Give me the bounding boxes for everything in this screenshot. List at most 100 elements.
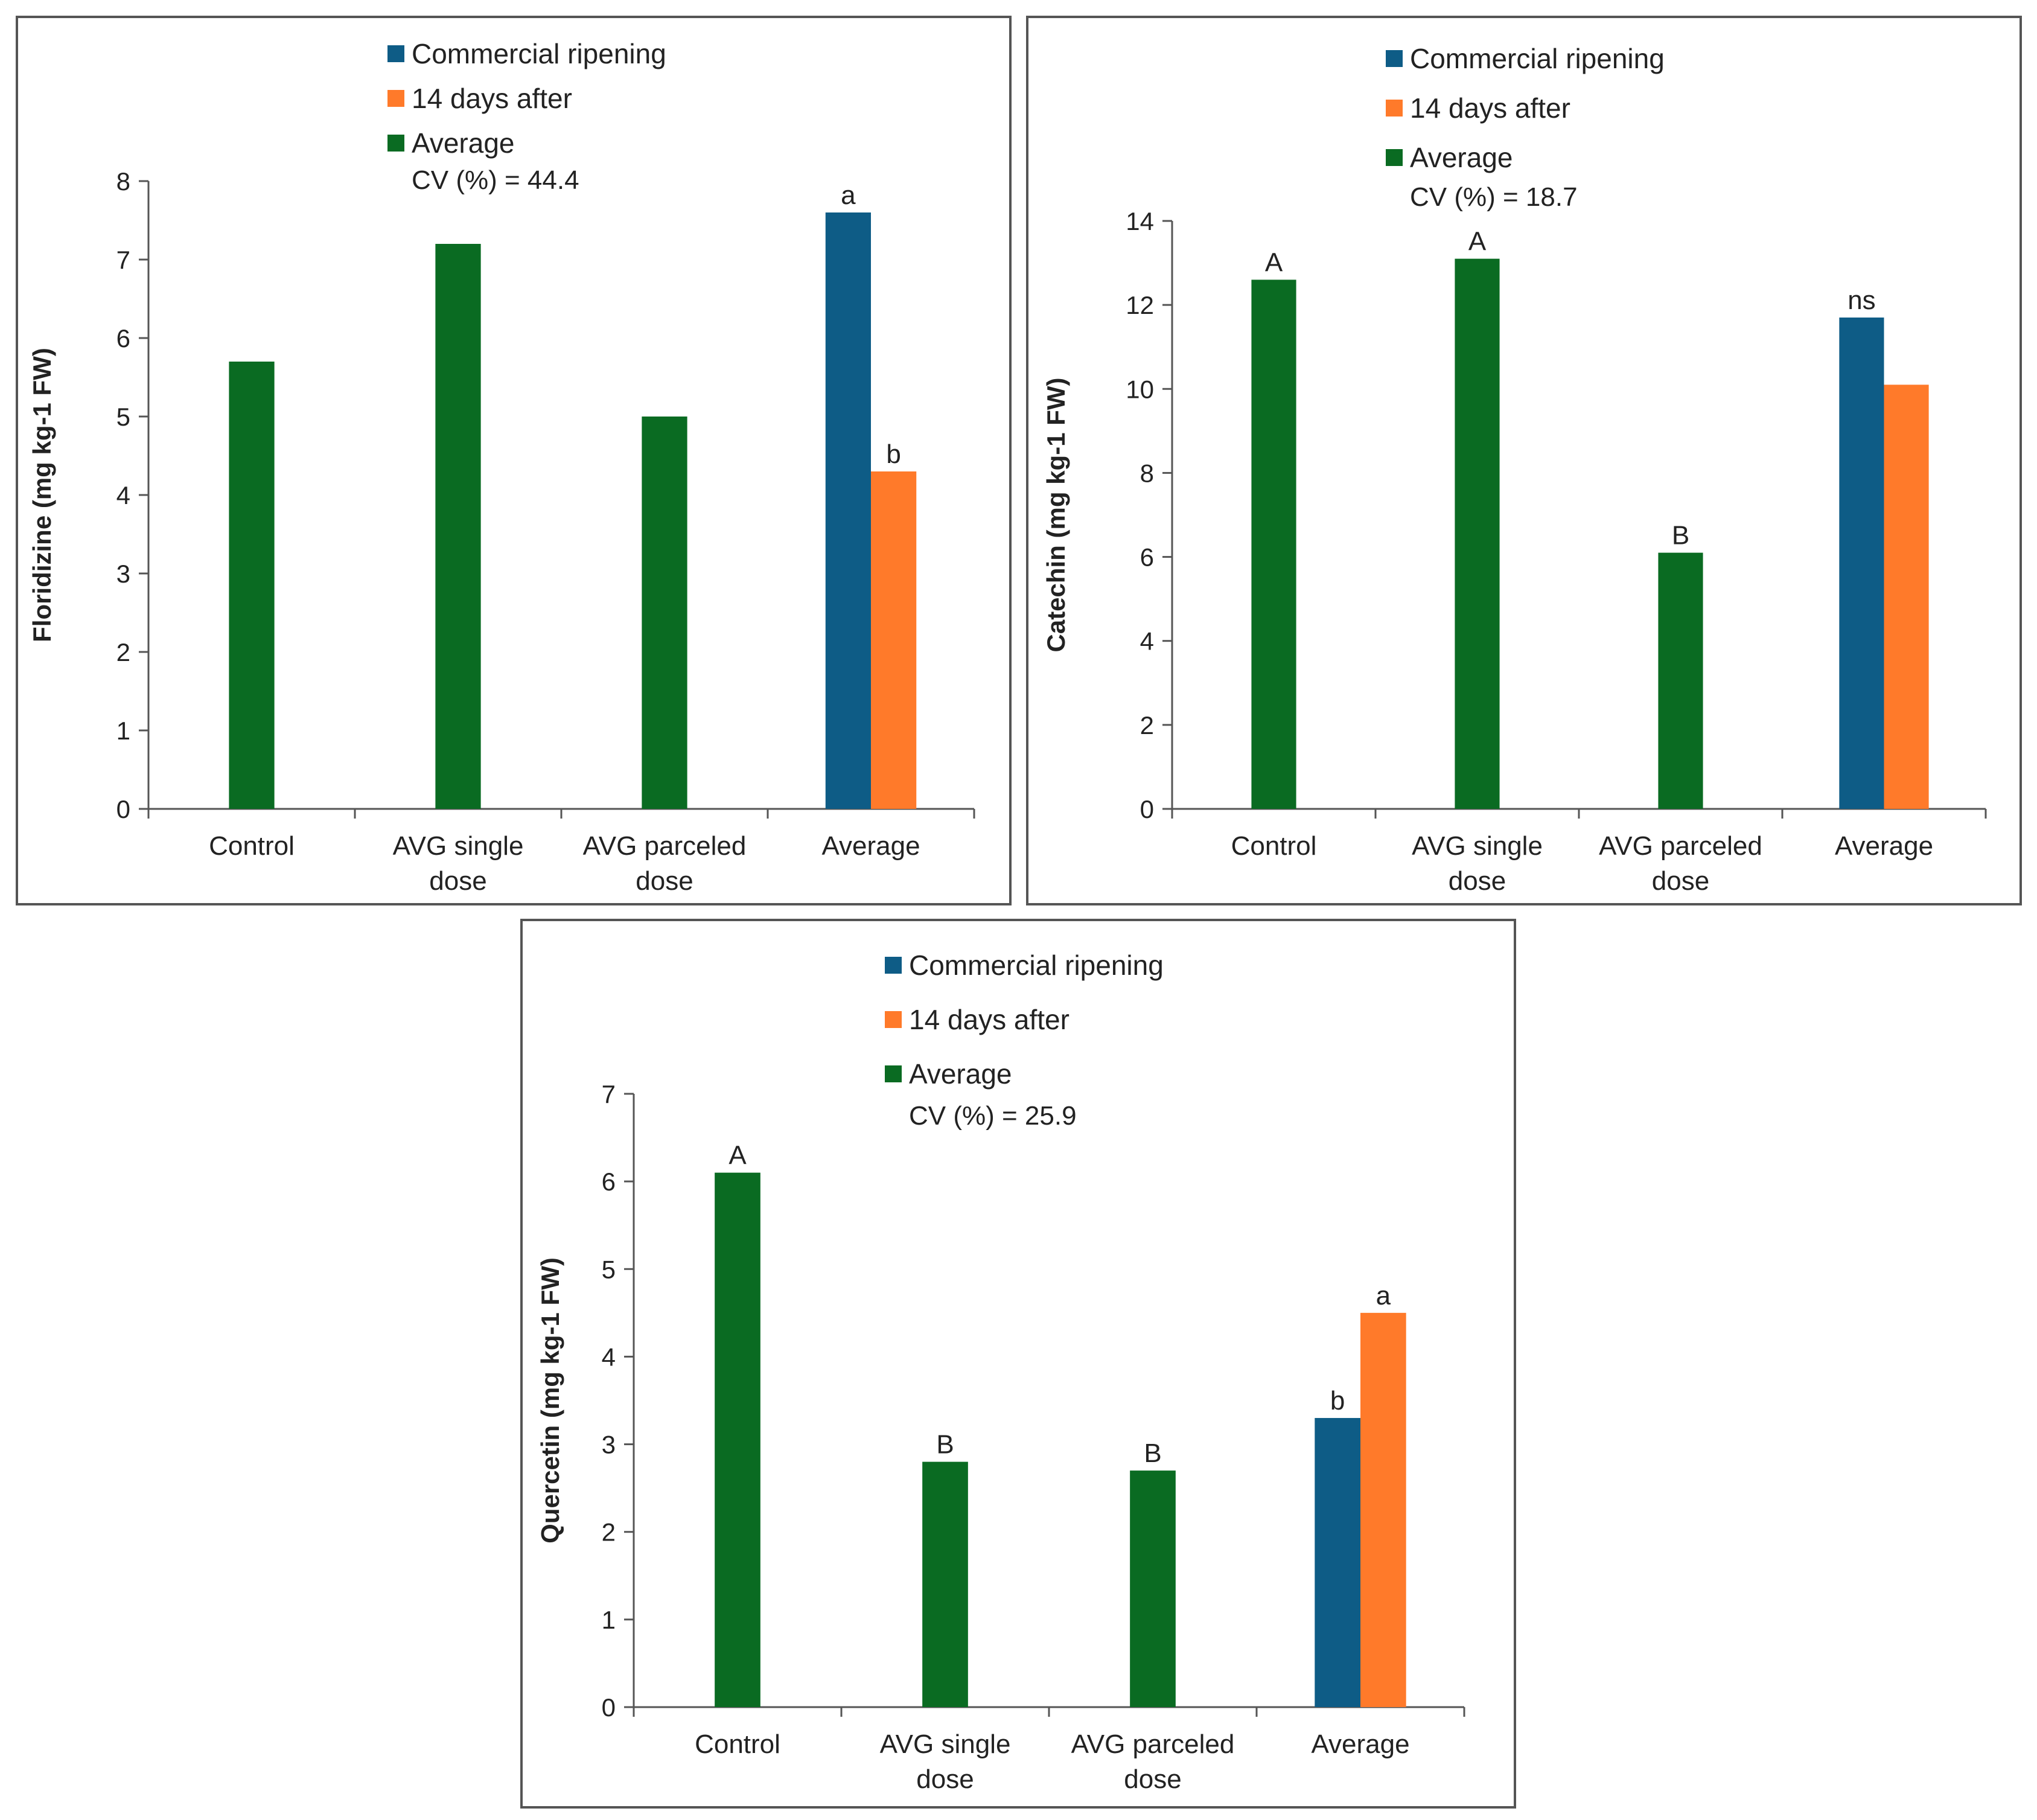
legend-swatch <box>885 1065 902 1082</box>
legend-swatch <box>1386 149 1403 166</box>
bar <box>825 212 871 809</box>
legend-swatch <box>885 957 902 974</box>
bar <box>1839 318 1884 809</box>
y-tick-label: 12 <box>1126 291 1154 319</box>
x-tick-label: AVG parceled <box>1071 1729 1235 1759</box>
legend: Commercial ripening 14 days after Averag… <box>387 31 666 196</box>
x-tick-label: dose <box>1124 1764 1181 1794</box>
bar-significance-label: ns <box>1847 286 1875 315</box>
x-tick-label: AVG parceled <box>583 831 747 861</box>
legend-label: Average <box>1410 142 1513 173</box>
chart-panel-catechin: Commercial ripening 14 days after Averag… <box>1026 16 2022 905</box>
y-tick-label: 5 <box>116 403 130 431</box>
legend-label: Commercial ripening <box>412 38 666 69</box>
cv-text: CV (%) = 18.7 <box>1410 182 1578 212</box>
legend-item-14-days: 14 days after <box>387 76 666 121</box>
x-tick-label: dose <box>636 866 693 896</box>
legend-label: Average <box>909 1058 1012 1090</box>
bar <box>1360 1312 1406 1707</box>
cv-text: CV (%) = 25.9 <box>909 1101 1077 1131</box>
y-tick-label: 14 <box>1126 207 1154 235</box>
bar <box>1315 1418 1360 1707</box>
x-tick-label: dose <box>1652 866 1709 896</box>
legend-item-14-days: 14 days after <box>1386 83 1665 133</box>
legend-item-commercial: Commercial ripening <box>387 31 666 76</box>
bar-significance-label: B <box>936 1430 954 1460</box>
legend-swatch <box>1386 50 1403 67</box>
bar-significance-label: a <box>841 180 856 210</box>
y-tick-label: 1 <box>602 1606 616 1634</box>
y-tick-label: 1 <box>116 717 130 745</box>
y-tick-label: 3 <box>602 1431 616 1459</box>
legend-item-commercial: Commercial ripening <box>885 938 1164 992</box>
x-tick-label: AVG single <box>393 831 524 861</box>
y-tick-label: 2 <box>1140 711 1154 739</box>
x-tick-label: dose <box>429 866 486 896</box>
chart-panel-floridizine: Commercial ripening 14 days after Averag… <box>16 16 1012 905</box>
cv-text: CV (%) = 44.4 <box>412 165 579 195</box>
legend-item-average: Average <box>1386 133 1665 182</box>
bar-significance-label: a <box>1376 1281 1391 1311</box>
bar <box>642 417 687 809</box>
legend-swatch <box>387 45 404 62</box>
x-tick-label: dose <box>916 1764 974 1794</box>
legend-item-commercial: Commercial ripening <box>1386 34 1665 83</box>
legend-label: 14 days after <box>1410 92 1570 124</box>
bar <box>1251 279 1296 809</box>
x-tick-label: AVG single <box>880 1729 1011 1759</box>
bar-significance-label: B <box>1672 521 1689 551</box>
x-tick-label: Control <box>209 831 295 861</box>
y-tick-label: 0 <box>1140 795 1154 823</box>
y-tick-label: 4 <box>602 1343 616 1371</box>
legend-label: 14 days after <box>412 83 572 114</box>
bar <box>715 1172 760 1707</box>
y-tick-label: 8 <box>116 167 130 196</box>
y-axis-title: Quercetin (mg kg-1 FW) <box>536 1257 564 1544</box>
y-tick-label: 4 <box>1140 627 1154 656</box>
chart-panel-quercetin: Commercial ripening 14 days after Averag… <box>520 919 1516 1809</box>
bar <box>871 471 917 809</box>
x-tick-label: dose <box>1449 866 1506 896</box>
legend: Commercial ripening 14 days after Averag… <box>885 938 1164 1131</box>
bar <box>1455 258 1500 809</box>
bar <box>229 362 275 809</box>
bar <box>435 244 481 809</box>
y-tick-label: 10 <box>1126 375 1154 403</box>
y-tick-label: 2 <box>602 1518 616 1547</box>
legend-swatch <box>1386 100 1403 117</box>
bar-significance-label: A <box>728 1141 747 1170</box>
y-axis-title: Floridizine (mg kg-1 FW) <box>28 348 56 642</box>
x-tick-label: Control <box>1231 831 1317 861</box>
y-axis-title: Catechin (mg kg-1 FW) <box>1042 377 1070 652</box>
legend: Commercial ripening 14 days after Averag… <box>1386 34 1665 212</box>
bar <box>1130 1470 1176 1707</box>
y-tick-label: 4 <box>116 481 130 509</box>
chart-catechin: 0 2 4 6 8 10 12 14 Control AVG single dose AVG parc… <box>1042 207 1987 896</box>
chart-quercetin: 0 1 2 3 4 5 6 7 Control AVG single dose AVG parcele… <box>536 1080 1465 1794</box>
chart-floridizine: 0 1 2 3 4 5 6 7 8 Control AVG single dose AVG parcel… <box>28 167 975 896</box>
bar <box>1884 385 1929 809</box>
bar-significance-label: b <box>1330 1386 1345 1416</box>
y-tick-label: 3 <box>116 560 130 588</box>
legend-label: 14 days after <box>909 1004 1070 1035</box>
legend-item-average: Average <box>387 121 666 165</box>
legend-item-average: Average <box>885 1047 1164 1101</box>
legend-label: Commercial ripening <box>909 950 1164 981</box>
x-tick-label: Average <box>1835 831 1933 861</box>
bar <box>922 1461 968 1707</box>
legend-item-14-days: 14 days after <box>885 992 1164 1047</box>
legend-swatch <box>885 1011 902 1028</box>
bar <box>1658 552 1703 809</box>
bar-significance-label: A <box>1265 247 1283 277</box>
bar-significance-label: b <box>886 439 901 469</box>
bar-significance-label: A <box>1468 227 1487 257</box>
y-tick-label: 2 <box>116 638 130 666</box>
legend-label: Commercial ripening <box>1410 43 1665 74</box>
bar-significance-label: B <box>1144 1438 1161 1468</box>
x-tick-label: AVG parceled <box>1599 831 1762 861</box>
y-tick-label: 0 <box>602 1693 616 1722</box>
y-tick-label: 6 <box>1140 543 1154 572</box>
x-tick-label: Average <box>1311 1729 1409 1759</box>
x-tick-label: AVG single <box>1412 831 1543 861</box>
legend-swatch <box>387 135 404 152</box>
